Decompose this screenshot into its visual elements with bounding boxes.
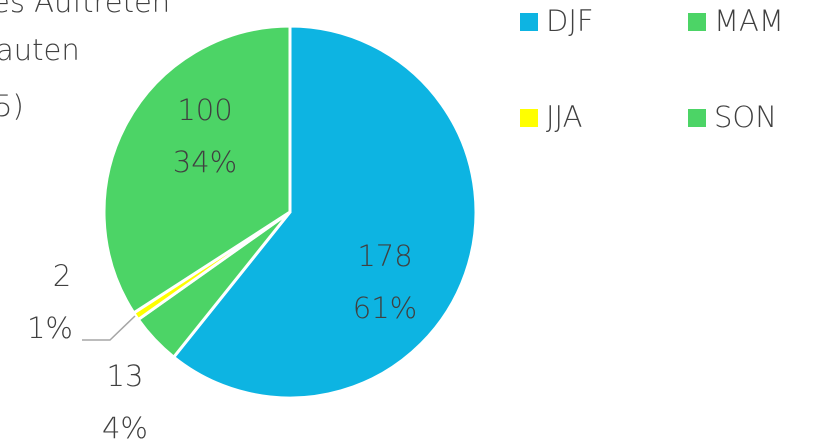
pie-slice — [171, 24, 478, 400]
percentage-label: 4% — [102, 411, 148, 442]
chart-title: es Auftreten — [0, 0, 170, 19]
percentage-label: 1% — [27, 311, 73, 345]
legend-label: SON — [714, 100, 777, 134]
percentage-label: 61% — [353, 291, 417, 325]
legend-swatch — [520, 13, 538, 31]
legend-swatch — [688, 109, 706, 127]
pie-slice — [102, 24, 292, 316]
legend-label: JJA — [546, 100, 582, 134]
legend-swatch — [688, 13, 706, 31]
legend-label: MAM — [714, 4, 784, 38]
percentage-label: 34% — [173, 145, 237, 179]
chart-title: auten — [0, 33, 80, 67]
data-label: 13 — [107, 359, 144, 393]
data-label: 100 — [177, 93, 232, 127]
legend-label: DJF — [546, 4, 594, 38]
data-label: 178 — [357, 239, 412, 273]
leader-line — [82, 315, 136, 341]
legend-swatch — [520, 109, 538, 127]
data-label: 2 — [53, 259, 71, 293]
chart-title: 5) — [0, 89, 24, 123]
